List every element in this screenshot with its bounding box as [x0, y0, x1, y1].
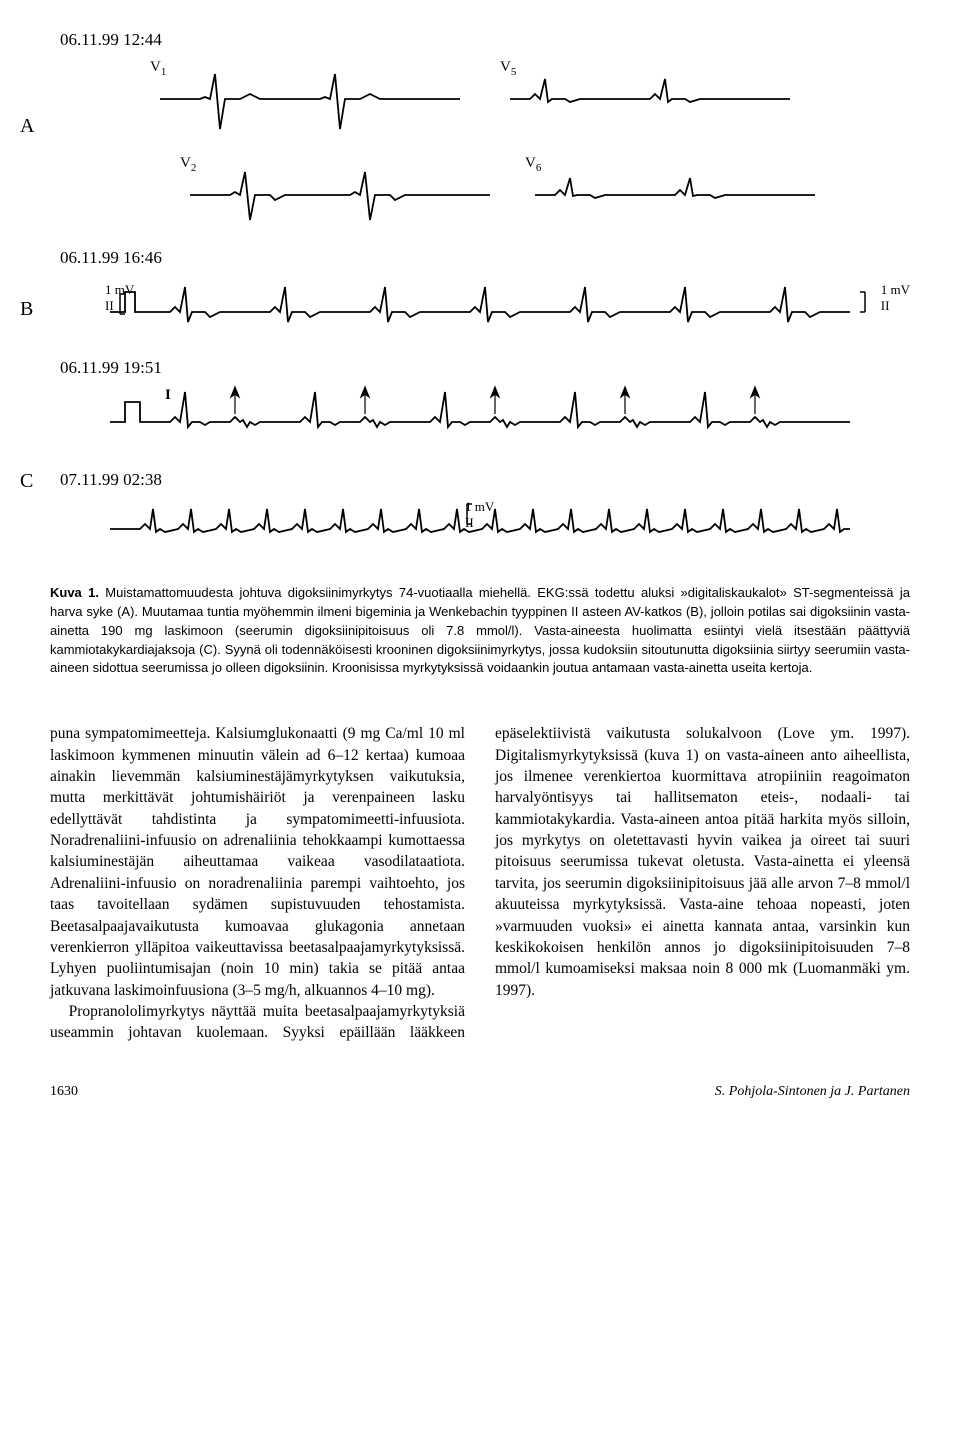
ecg-strip-v5	[510, 54, 790, 144]
ecg-trace	[160, 74, 460, 129]
caption-label: Kuva 1.	[50, 585, 99, 600]
panel-c-label: C	[20, 470, 33, 493]
ecg-strip-b2	[100, 382, 860, 462]
panel-a: 06.11.99 12:44 A V1 V5 V2 V6	[50, 30, 910, 240]
ecg-trace	[110, 509, 850, 532]
ecg-trace	[110, 392, 850, 427]
ecg-figure: 06.11.99 12:44 A V1 V5 V2 V6 06.11.99 16…	[50, 30, 910, 678]
body-para-1: puna sympatomimeetteja. Kalsiumglukonaat…	[50, 723, 465, 1001]
footer-authors: S. Pohjola-Sintonen ja J. Partanen	[715, 1084, 910, 1100]
ecg-trace	[510, 79, 790, 102]
panel-a-label: A	[20, 115, 34, 138]
panel-b-label: B	[20, 298, 33, 321]
ecg-strip-b1	[100, 272, 860, 352]
ecg-trace	[110, 287, 850, 322]
arrows	[231, 387, 759, 414]
ecg-row-c: 1 mVII	[50, 494, 910, 564]
ecg-row-a2: V2 V6	[50, 150, 910, 240]
footer: 1630 S. Pohjola-Sintonen ja J. Partanen	[50, 1084, 910, 1100]
caption-text: Muistamattomuudesta johtuva digoksiinimy…	[50, 585, 910, 675]
ecg-row-b1: 1 mVII 1 mVII	[50, 272, 910, 352]
ecg-row-b2: I	[50, 382, 910, 462]
calib-bracket-right	[860, 290, 870, 320]
scale-right-b1: 1 mVII	[881, 282, 910, 314]
timestamp-b1: 06.11.99 16:46	[60, 248, 910, 268]
figure-caption: Kuva 1. Muistamattomuudesta johtuva digo…	[50, 584, 910, 678]
calib-bracket-c	[467, 504, 472, 524]
ecg-strip-v2	[190, 150, 490, 240]
panel-c: C 07.11.99 02:38 1 mVII	[50, 470, 910, 564]
ecg-strip-c	[100, 494, 860, 564]
ecg-trace	[190, 172, 490, 220]
timestamp-c: 07.11.99 02:38	[60, 470, 910, 490]
ecg-strip-v6	[535, 150, 815, 240]
ecg-trace	[535, 178, 815, 198]
body-text: puna sympatomimeetteja. Kalsiumglukonaat…	[50, 723, 910, 1044]
page-number: 1630	[50, 1084, 78, 1100]
ecg-strip-v1	[160, 54, 460, 144]
timestamp-a: 06.11.99 12:44	[60, 30, 910, 50]
panel-b: 06.11.99 16:46 B 1 mVII 1 mVII 06.11.99 …	[50, 248, 910, 462]
timestamp-b2: 06.11.99 19:51	[60, 358, 910, 378]
ecg-row-a1: V1 V5	[50, 54, 910, 144]
